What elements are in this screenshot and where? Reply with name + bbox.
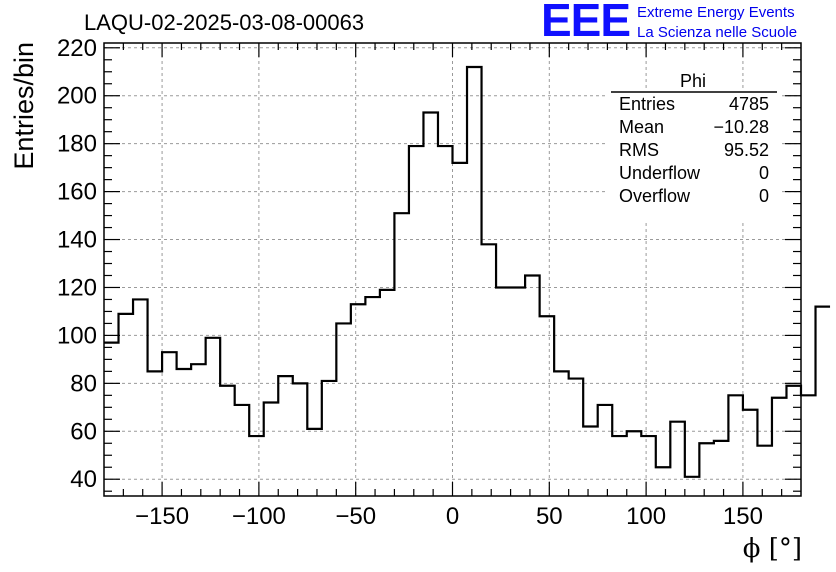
logo-line-1: Extreme Energy Events	[637, 4, 795, 21]
x-tick-label: 50	[536, 503, 563, 530]
y-tick-label: 60	[70, 418, 97, 445]
histogram-bin	[598, 405, 613, 496]
histogram-bin	[220, 386, 235, 496]
histogram-bin	[322, 381, 337, 496]
histogram-bin	[394, 213, 409, 496]
histogram-bin	[641, 436, 656, 496]
x-tick-label: −150	[135, 503, 189, 530]
histogram-bin	[191, 364, 206, 496]
eee-logo: EEE	[541, 0, 631, 46]
histogram-bin	[583, 426, 598, 496]
histogram-bin	[235, 405, 250, 496]
chart-title: LAQU-02-2025-03-08-00063	[84, 10, 365, 35]
stats-underflow-value: 0	[759, 163, 769, 183]
stats-underflow-label: Underflow	[619, 163, 701, 183]
histogram-bin	[496, 287, 511, 496]
histogram-bin	[351, 304, 366, 496]
x-tick-label: −50	[335, 503, 376, 530]
y-tick-label: 140	[57, 227, 97, 254]
y-tick-label: 100	[57, 322, 97, 349]
histogram-bin	[409, 146, 424, 496]
histogram-bin	[453, 163, 468, 496]
y-tick-label: 160	[57, 179, 97, 206]
histogram-bin	[656, 467, 671, 496]
histogram-outline	[104, 65, 831, 478]
ticks-layer	[104, 43, 801, 496]
y-tick-label: 200	[57, 83, 97, 110]
histogram-bin	[148, 371, 163, 496]
stats-rms-value: 95.52	[724, 140, 769, 160]
histogram-bin	[569, 379, 584, 496]
x-axis-label: ϕ [°]	[743, 534, 802, 564]
stats-overflow-value: 0	[759, 186, 769, 206]
histogram-bin	[177, 369, 192, 496]
logo-line-2: La Scienza nelle Scuole	[637, 24, 798, 41]
y-tick-label: 120	[57, 274, 97, 301]
stats-entries-value: 4785	[729, 94, 769, 114]
stats-rms-label: RMS	[619, 140, 659, 160]
histogram-bin	[699, 443, 714, 496]
x-tick-label: 150	[723, 503, 763, 530]
y-tick-label: 220	[57, 35, 97, 62]
x-tick-label: −100	[232, 503, 286, 530]
stats-box-name: Phi	[680, 71, 706, 91]
histogram-bin	[307, 429, 322, 496]
y-tick-label: 80	[70, 370, 97, 397]
histogram-bin	[249, 436, 264, 496]
histogram-bin	[511, 287, 526, 496]
histogram-bin	[293, 383, 308, 496]
histogram-bin	[525, 275, 540, 496]
histogram-bin	[801, 395, 816, 496]
histogram-bin	[206, 338, 221, 496]
histogram-bin	[133, 299, 148, 496]
histogram-bin	[482, 244, 497, 496]
stats-overflow-label: Overflow	[619, 186, 691, 206]
histogram-bin	[540, 316, 555, 496]
histogram-bin	[612, 436, 627, 496]
histogram-bin	[554, 371, 569, 496]
histogram-bin	[336, 323, 351, 496]
y-tick-label: 40	[70, 466, 97, 493]
y-axis-label: Entries/bin	[9, 42, 39, 170]
histogram-bars	[104, 65, 831, 496]
histogram-bin	[627, 431, 642, 496]
histogram-bin	[365, 297, 380, 496]
histogram-bin	[743, 410, 758, 496]
histogram-bin	[714, 441, 729, 496]
x-tick-label: 100	[626, 503, 666, 530]
histogram-bin	[728, 395, 743, 496]
y-tick-label: 180	[57, 131, 97, 158]
histogram-bin	[119, 314, 134, 496]
histogram-bin	[264, 403, 279, 496]
stats-box: Phi Entries 4785 Mean −10.28 RMS 95.52 U…	[606, 71, 782, 220]
histogram-bin	[467, 67, 482, 496]
stats-mean-label: Mean	[619, 117, 664, 137]
stats-mean-value: −10.28	[713, 117, 769, 137]
histogram-bin	[772, 398, 787, 496]
histogram-bin	[670, 422, 685, 496]
histogram-bin	[423, 113, 438, 496]
tick-labels-layer: −150 −100 −50 0 50 100 150 40 60 80 100 120 140 160 18…	[57, 35, 763, 530]
histogram-bin	[380, 290, 395, 496]
histogram-bin	[685, 477, 700, 496]
x-tick-label: 0	[446, 503, 459, 530]
histogram-bin	[816, 307, 831, 496]
stats-entries-label: Entries	[619, 94, 675, 114]
histogram-bin	[757, 446, 772, 496]
histogram-bin	[438, 146, 453, 496]
histogram-bin	[278, 376, 293, 496]
histogram-bin	[162, 352, 177, 496]
